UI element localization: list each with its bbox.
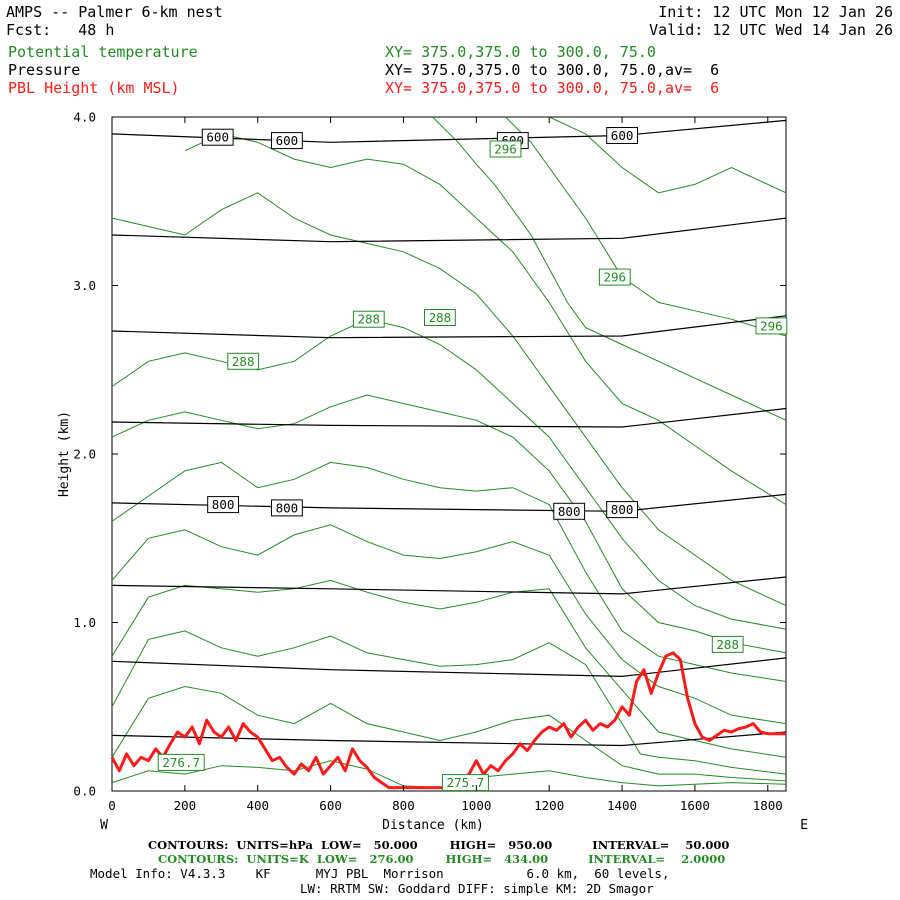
contour-labels: 600600600600800800800800276.7275.7288288…: [157, 127, 788, 792]
theta-label-box: [424, 309, 456, 326]
x-tick-label: 800: [392, 798, 415, 813]
theta-label: 296: [604, 270, 627, 285]
theta-label: 288: [716, 637, 739, 652]
y-tick-label: 2.0: [73, 447, 96, 462]
y-tick-label: 0.0: [73, 784, 96, 799]
x-tick-label: 1600: [680, 798, 710, 813]
theta-label: 296: [760, 318, 783, 333]
x-tick-label: 1800: [753, 798, 783, 813]
isobar-label: 800: [611, 502, 634, 517]
y-tick-label: 1.0: [73, 615, 96, 630]
cross-section-chart: 600 600 600 600 800 800 800 800 276.7 275.7 288 288…: [57, 110, 808, 834]
theta-contour-11: [505, 116, 787, 337]
x-axis-label: Distance (km): [382, 818, 484, 833]
y-tick-label: 3.0: [73, 278, 96, 293]
theta-label-box: [352, 310, 385, 328]
theta-contour-6: [111, 394, 787, 654]
field2-xy: XY= 375.0,375.0 to 300.0, 75.0,av= 6: [385, 61, 720, 79]
theta-label: 275.7: [447, 775, 485, 790]
x-tick-label: 200: [174, 798, 197, 813]
isobar-750: [111, 407, 787, 428]
theta-contour-info: CONTOURS: UNITS=K LOW= 276.00 HIGH= 434.…: [158, 852, 726, 866]
isobar-label: 800: [276, 500, 299, 515]
model-info-physics: LW: RRTM SW: Goddard DIFF: simple KM: 2D…: [300, 881, 654, 896]
pressure-contour-info: CONTOURS: UNITS=hPa LOW= 50.000 HIGH= 95…: [148, 838, 730, 852]
theta-label-box: [755, 317, 788, 335]
y-axis-label: Height (km): [57, 411, 72, 497]
isobar-label-box: [271, 132, 303, 150]
x-tick-label: 1000: [461, 798, 491, 813]
pressure-isobars: [111, 119, 787, 747]
title-left-line1: AMPS -- Palmer 6-km nest: [6, 3, 223, 21]
theta-contour-10: [432, 116, 787, 421]
east-label: E: [800, 818, 808, 833]
theta-contour-5: [111, 461, 787, 682]
isobar-label-box: [271, 499, 303, 517]
theta-contour-8: [111, 192, 787, 607]
x-tick-label: 1200: [534, 798, 564, 813]
theta-contour-7: [111, 318, 787, 630]
isobar-label: 600: [276, 133, 299, 148]
theta-contour-4: [111, 524, 787, 725]
x-tick-label: 600: [319, 798, 342, 813]
field2-name: Pressure: [8, 61, 81, 79]
theta-label-box: [489, 140, 522, 158]
isobar-label: 600: [611, 128, 634, 143]
theta-label: 288: [429, 310, 452, 325]
model-info: Model Info: V4.3.3 KF MYJ PBL Morrison 6…: [90, 866, 670, 881]
isobar-label-box: [201, 128, 234, 146]
theta-label-box: [227, 352, 260, 370]
isobar-label: 800: [212, 497, 235, 512]
isobar-label-box: [606, 501, 639, 519]
field3-xy: XY= 375.0,375.0 to 300.0, 75.0,av= 6: [385, 79, 720, 97]
field1-name: Potential temperature: [8, 43, 198, 61]
axes: 0 200 400 600 800 1000 1200 1400 1600 1800 0.0 1.0 2…: [73, 110, 786, 813]
isobar-850: [111, 576, 787, 595]
theta-label-box: [157, 753, 205, 771]
isobar-label-box: [606, 127, 639, 144]
y-tick-label: 4.0: [73, 110, 96, 125]
isobar-label: 600: [206, 130, 229, 145]
title-left-line2: Fcst: 48 h: [6, 21, 115, 39]
theta-label-box: [441, 774, 489, 792]
theta-contour-12: [548, 116, 787, 194]
x-tick-label: 400: [246, 798, 269, 813]
theta-label-box: [711, 635, 744, 653]
field3-name: PBL Height (km MSL): [8, 79, 180, 97]
isobar-label-box: [553, 502, 586, 520]
theta-label: 276.7: [162, 755, 200, 770]
x-tick-label: 0: [108, 798, 116, 813]
theta-contour-2: [111, 630, 787, 775]
valid-time: Valid: 12 UTC Wed 14 Jan 26: [649, 21, 893, 39]
theta-contour-3: [111, 579, 787, 758]
theta-contour-9: [184, 133, 787, 506]
isobar-label-box: [207, 496, 239, 514]
theta-label-box: [598, 268, 631, 286]
theta-label: 288: [358, 312, 381, 327]
theta-label: 296: [494, 142, 517, 157]
theta-contour-1: [111, 685, 787, 782]
x-tick-label: 1400: [607, 798, 637, 813]
isobar-650: [111, 217, 787, 243]
west-label: W: [100, 818, 108, 833]
theta-label: 288: [232, 354, 255, 369]
field1-xy: XY= 375.0,375.0 to 300.0, 75.0: [385, 43, 656, 61]
init-time: Init: 12 UTC Mon 12 Jan 26: [658, 3, 893, 21]
isobar-700: [111, 315, 787, 339]
isobar-900: [111, 657, 787, 678]
isobar-label: 800: [558, 504, 581, 519]
